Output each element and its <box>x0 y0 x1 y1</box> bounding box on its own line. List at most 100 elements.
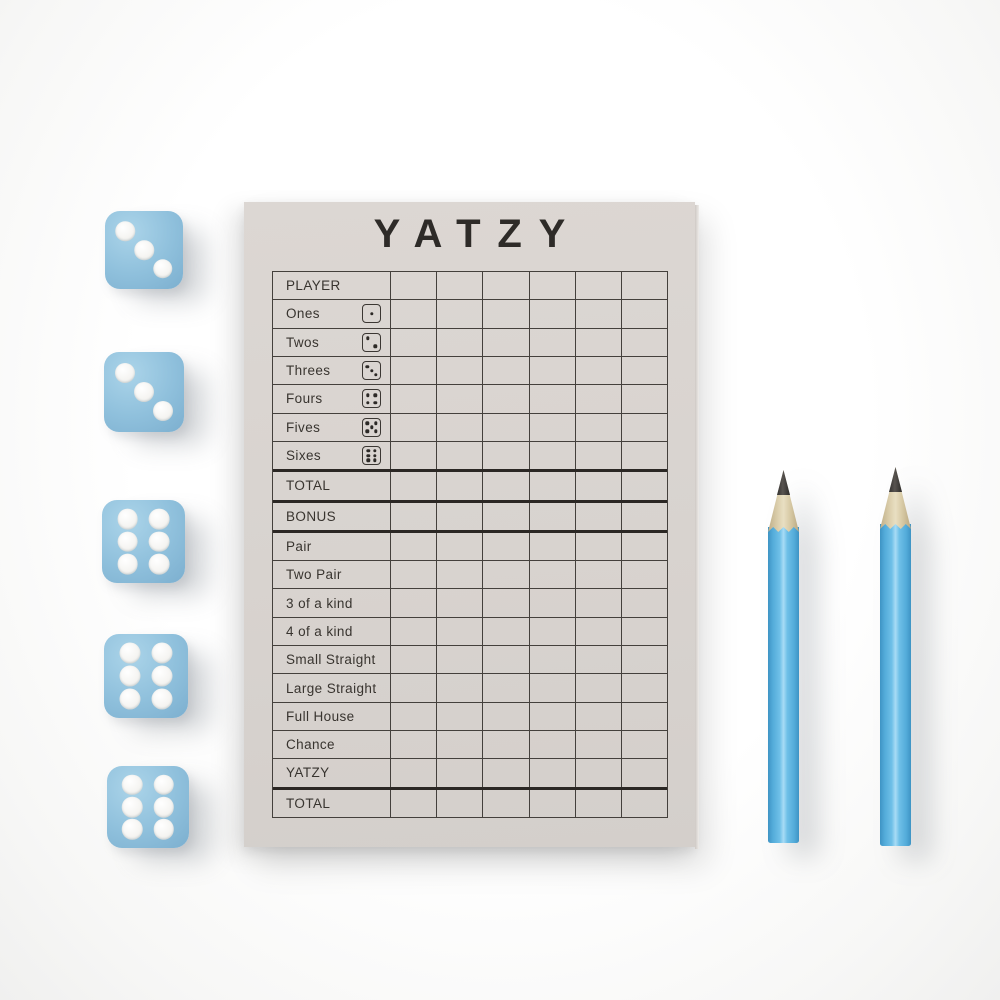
score-cell <box>437 702 484 730</box>
score-cell <box>576 759 622 787</box>
score-cell <box>483 589 530 617</box>
row-label: Sixes <box>286 448 322 464</box>
row-label: Two Pair <box>286 567 342 583</box>
row-label: 4 of a kind <box>286 623 353 639</box>
die-pip <box>119 642 141 664</box>
score-cell <box>576 789 622 817</box>
score-table-row: Chance <box>273 731 667 760</box>
score-cell <box>622 533 667 560</box>
row-label-cell: TOTAL <box>273 789 391 817</box>
die-pip <box>151 642 173 664</box>
score-cell <box>530 385 576 413</box>
die-pip <box>119 665 141 687</box>
score-cell <box>483 759 530 787</box>
row-label: Threes <box>286 363 331 379</box>
score-table-row: YATZY <box>273 759 667 790</box>
score-cell <box>437 731 484 759</box>
score-cell <box>391 328 438 356</box>
die-pip <box>365 364 370 369</box>
row-label: Fours <box>286 391 323 407</box>
score-cell <box>530 731 576 759</box>
score-table-row: Sixes <box>273 441 667 473</box>
score-cell <box>576 328 622 356</box>
row-label-cell: Ones <box>273 300 391 328</box>
score-cell <box>530 472 576 500</box>
score-cell <box>437 356 484 385</box>
die-pip <box>119 688 141 710</box>
score-cell <box>530 532 576 561</box>
row-label: 3 of a kind <box>286 595 353 611</box>
die <box>105 211 183 289</box>
die-pip <box>366 393 370 397</box>
die <box>107 766 189 848</box>
score-cell <box>391 617 438 646</box>
die-pip <box>365 429 370 433</box>
row-label-cell: 3 of a kind <box>273 589 391 617</box>
row-label-cell: Two Pair <box>273 561 391 589</box>
die-pip <box>151 688 173 710</box>
score-cell <box>437 413 484 441</box>
die-pip <box>134 382 154 402</box>
score-cell <box>391 589 438 617</box>
row-label-cell: Chance <box>273 731 391 759</box>
score-cell <box>483 674 530 702</box>
score-cell <box>622 272 667 299</box>
die-3-icon <box>362 361 381 381</box>
score-cell <box>391 646 438 674</box>
score-cell <box>576 413 622 441</box>
score-cell <box>530 502 576 530</box>
row-label: YATZY <box>286 765 330 781</box>
score-cell <box>437 502 484 530</box>
die-pip <box>148 508 170 530</box>
die-pip <box>134 240 154 260</box>
score-cell <box>530 561 576 589</box>
pencil-body <box>880 524 911 846</box>
die-pip <box>153 774 174 796</box>
score-cell <box>437 472 484 500</box>
die-pip <box>148 553 170 575</box>
score-cell <box>622 329 667 356</box>
row-label-cell: Small Straight <box>273 646 391 674</box>
score-cell <box>576 646 622 674</box>
score-table-row: 4 of a kind <box>273 617 667 647</box>
score-cell <box>530 356 576 385</box>
score-cell <box>576 731 622 759</box>
die-pip <box>369 425 374 429</box>
score-cell <box>437 589 484 617</box>
die-pip <box>373 372 378 377</box>
score-cell <box>622 300 667 327</box>
pencil-graphite-tip <box>777 470 790 495</box>
score-cell <box>622 646 667 673</box>
score-cell <box>576 300 622 328</box>
score-cell <box>576 532 622 561</box>
score-cell <box>622 472 667 499</box>
score-cell <box>391 561 438 589</box>
score-table-row: Two Pair <box>273 561 667 590</box>
die <box>104 352 184 432</box>
score-cell <box>530 674 576 702</box>
die-pip <box>117 553 139 575</box>
score-cell <box>530 759 576 787</box>
score-cell <box>576 385 622 413</box>
die-1-icon <box>362 304 381 324</box>
die-2-icon <box>362 332 381 352</box>
die <box>104 634 188 718</box>
score-cell <box>530 300 576 328</box>
die-pip <box>373 429 378 433</box>
score-cell <box>483 561 530 589</box>
score-table-row: BONUS <box>273 502 667 533</box>
die-pip <box>373 458 377 462</box>
score-cell <box>391 300 438 328</box>
score-cell <box>391 731 438 759</box>
score-table-row: Small Straight <box>273 646 667 675</box>
score-cell <box>576 674 622 702</box>
score-cell <box>576 272 622 300</box>
die-pip <box>122 796 143 818</box>
score-cell <box>530 589 576 617</box>
die-6-icon <box>362 446 381 466</box>
score-table-row: TOTAL <box>273 472 667 503</box>
die-pip <box>122 774 143 796</box>
score-cell <box>530 441 576 470</box>
row-label-cell: 4 of a kind <box>273 617 391 646</box>
